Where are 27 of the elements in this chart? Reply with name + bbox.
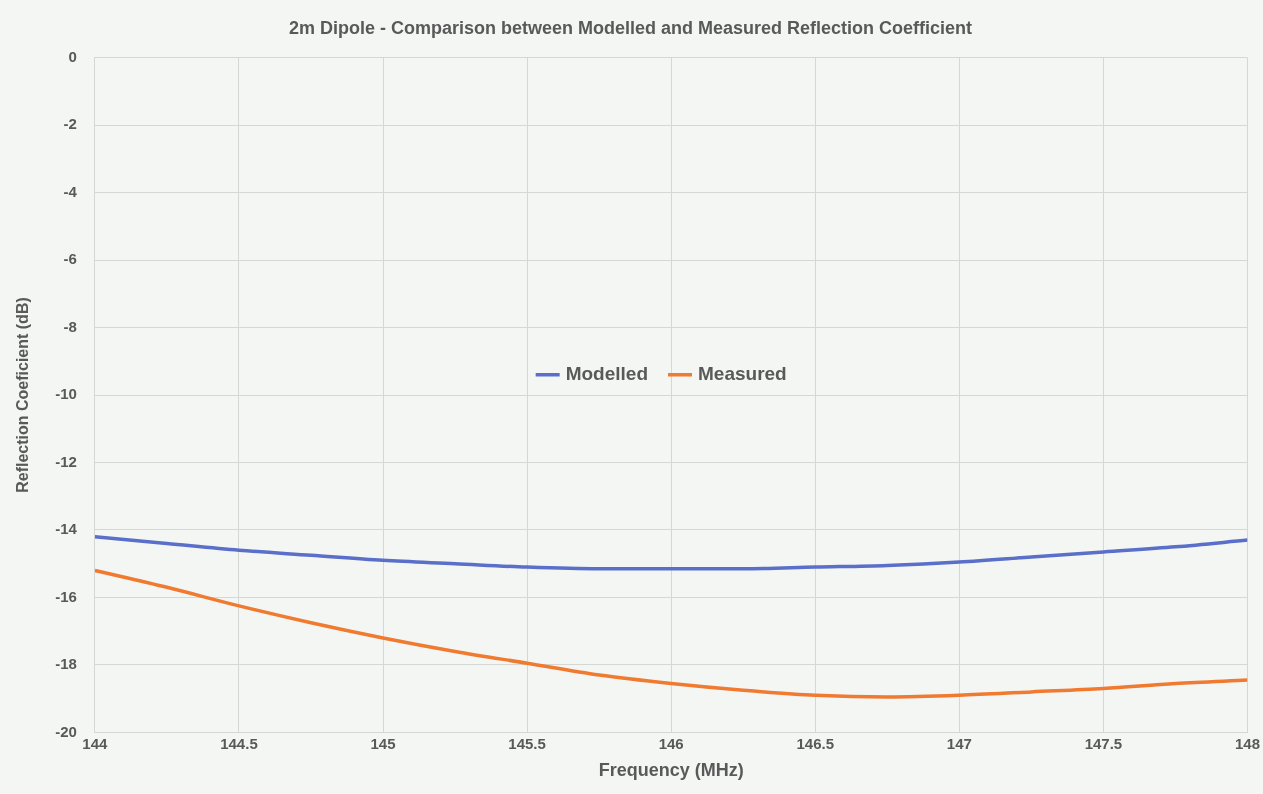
x-tick-label: 147 (946, 734, 972, 752)
y-tick-label: -14 (55, 520, 78, 538)
y-tick-label: -16 (55, 587, 77, 605)
x-tick-label: 146.5 (796, 734, 835, 752)
y-tick-label: -4 (63, 182, 78, 200)
y-tick-label: -12 (55, 452, 77, 470)
chart-title: 2m Dipole - Comparison between Modelled and Measured Reflection Coefficient (288, 17, 973, 38)
x-tick-label: 147.5 (1084, 734, 1123, 752)
y-tick-label: -20 (55, 722, 77, 740)
y-tick-label: -10 (55, 385, 77, 403)
x-tick-label: 148 (1234, 734, 1260, 752)
legend-label: Modelled (565, 362, 649, 384)
line-series (94, 534, 1248, 571)
x-tick-label: 144 (82, 734, 109, 752)
x-axis-title: Frequency (MHz) (598, 760, 744, 781)
y-tick-label: 0 (68, 47, 77, 65)
y-tick-label: -2 (63, 115, 77, 133)
x-tick-label: 144.5 (220, 734, 258, 752)
x-tick-label: 145 (370, 734, 396, 752)
line-series (94, 568, 1248, 699)
y-tick-label: -8 (63, 317, 77, 335)
y-axis-title: Reflection Coeficient (dB) (14, 297, 32, 493)
y-tick-label: -18 (55, 655, 77, 673)
x-tick-label: 145.5 (508, 734, 546, 752)
y-tick-label: -6 (63, 250, 77, 268)
legend-label: Measured (698, 362, 787, 384)
x-tick-label: 146 (658, 734, 684, 752)
